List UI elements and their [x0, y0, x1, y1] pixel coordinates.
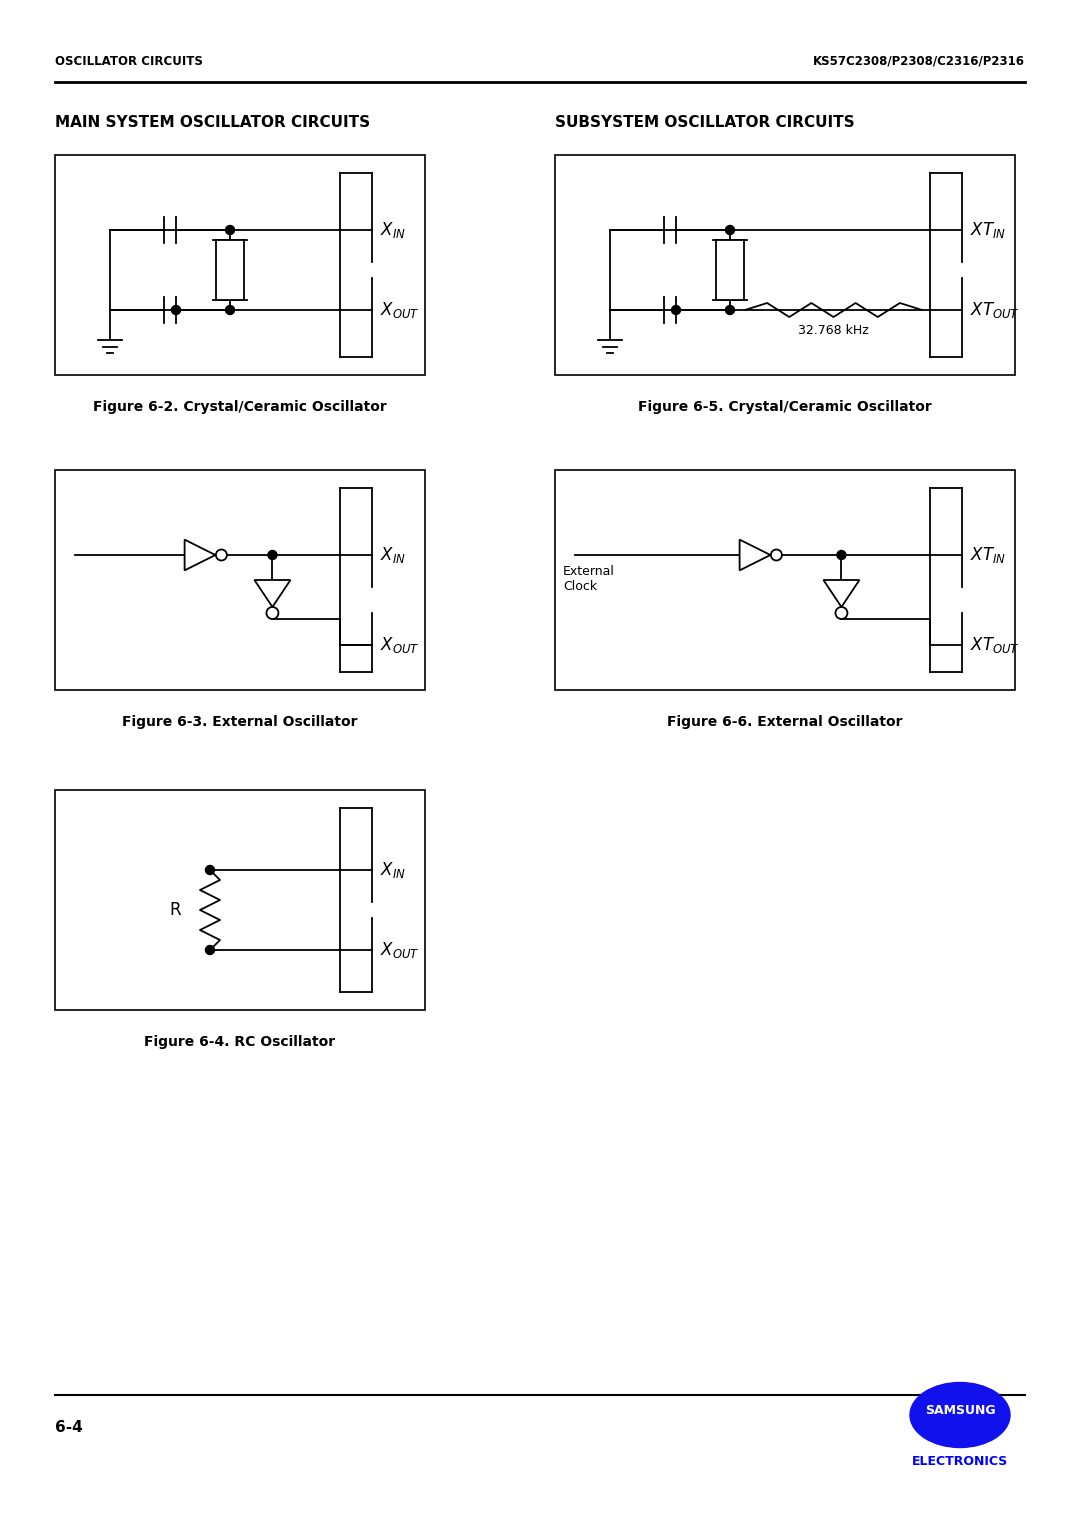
Bar	[55, 154, 426, 374]
Bar	[55, 790, 426, 1010]
Text: $X_{IN}$: $X_{IN}$	[380, 220, 406, 240]
Text: Figure 6-2. Crystal/Ceramic Oscillator: Figure 6-2. Crystal/Ceramic Oscillator	[93, 400, 387, 414]
Circle shape	[226, 306, 234, 315]
Polygon shape	[185, 539, 215, 570]
Bar	[555, 471, 1015, 691]
Polygon shape	[255, 581, 291, 607]
Text: 32.768 kHz: 32.768 kHz	[798, 324, 869, 338]
Text: External
Clock: External Clock	[563, 565, 615, 593]
Circle shape	[726, 306, 734, 315]
Text: SAMSUNG: SAMSUNG	[924, 1404, 996, 1416]
Text: Figure 6-4. RC Oscillator: Figure 6-4. RC Oscillator	[145, 1034, 336, 1050]
Text: $XT_{IN}$: $XT_{IN}$	[970, 220, 1007, 240]
Circle shape	[267, 607, 279, 619]
Polygon shape	[740, 539, 770, 570]
Circle shape	[226, 226, 234, 234]
Circle shape	[172, 306, 180, 315]
Polygon shape	[823, 581, 860, 607]
Circle shape	[205, 946, 215, 955]
Text: KS57C2308/P2308/C2316/P2316: KS57C2308/P2308/C2316/P2316	[813, 55, 1025, 69]
Text: Figure 6-3. External Oscillator: Figure 6-3. External Oscillator	[122, 715, 357, 729]
Text: ELECTRONICS: ELECTRONICS	[912, 1455, 1008, 1468]
Circle shape	[837, 550, 846, 559]
Text: $X_{OUT}$: $X_{OUT}$	[380, 636, 420, 656]
Text: $X_{IN}$: $X_{IN}$	[380, 545, 406, 565]
Text: $XT_{OUT}$: $XT_{OUT}$	[970, 636, 1020, 656]
Circle shape	[726, 226, 734, 234]
Text: Figure 6-6. External Oscillator: Figure 6-6. External Oscillator	[667, 715, 903, 729]
Text: $XT_{IN}$: $XT_{IN}$	[970, 545, 1007, 565]
Text: 6-4: 6-4	[55, 1420, 83, 1435]
Text: R: R	[170, 902, 180, 918]
Bar	[716, 240, 744, 299]
Circle shape	[216, 550, 227, 561]
Circle shape	[836, 607, 848, 619]
Bar	[55, 471, 426, 691]
Circle shape	[672, 306, 680, 315]
Text: MAIN SYSTEM OSCILLATOR CIRCUITS: MAIN SYSTEM OSCILLATOR CIRCUITS	[55, 115, 370, 130]
Text: Figure 6-5. Crystal/Ceramic Oscillator: Figure 6-5. Crystal/Ceramic Oscillator	[638, 400, 932, 414]
Text: OSCILLATOR CIRCUITS: OSCILLATOR CIRCUITS	[55, 55, 203, 69]
Text: $X_{OUT}$: $X_{OUT}$	[380, 940, 420, 960]
Text: $X_{OUT}$: $X_{OUT}$	[380, 299, 420, 319]
Text: $XT_{OUT}$: $XT_{OUT}$	[970, 299, 1020, 319]
Ellipse shape	[910, 1383, 1010, 1447]
Circle shape	[268, 550, 276, 559]
Bar	[216, 240, 244, 299]
Bar	[555, 154, 1015, 374]
Text: SUBSYSTEM OSCILLATOR CIRCUITS: SUBSYSTEM OSCILLATOR CIRCUITS	[555, 115, 854, 130]
Circle shape	[205, 865, 215, 874]
Text: $X_{IN}$: $X_{IN}$	[380, 860, 406, 880]
Circle shape	[771, 550, 782, 561]
